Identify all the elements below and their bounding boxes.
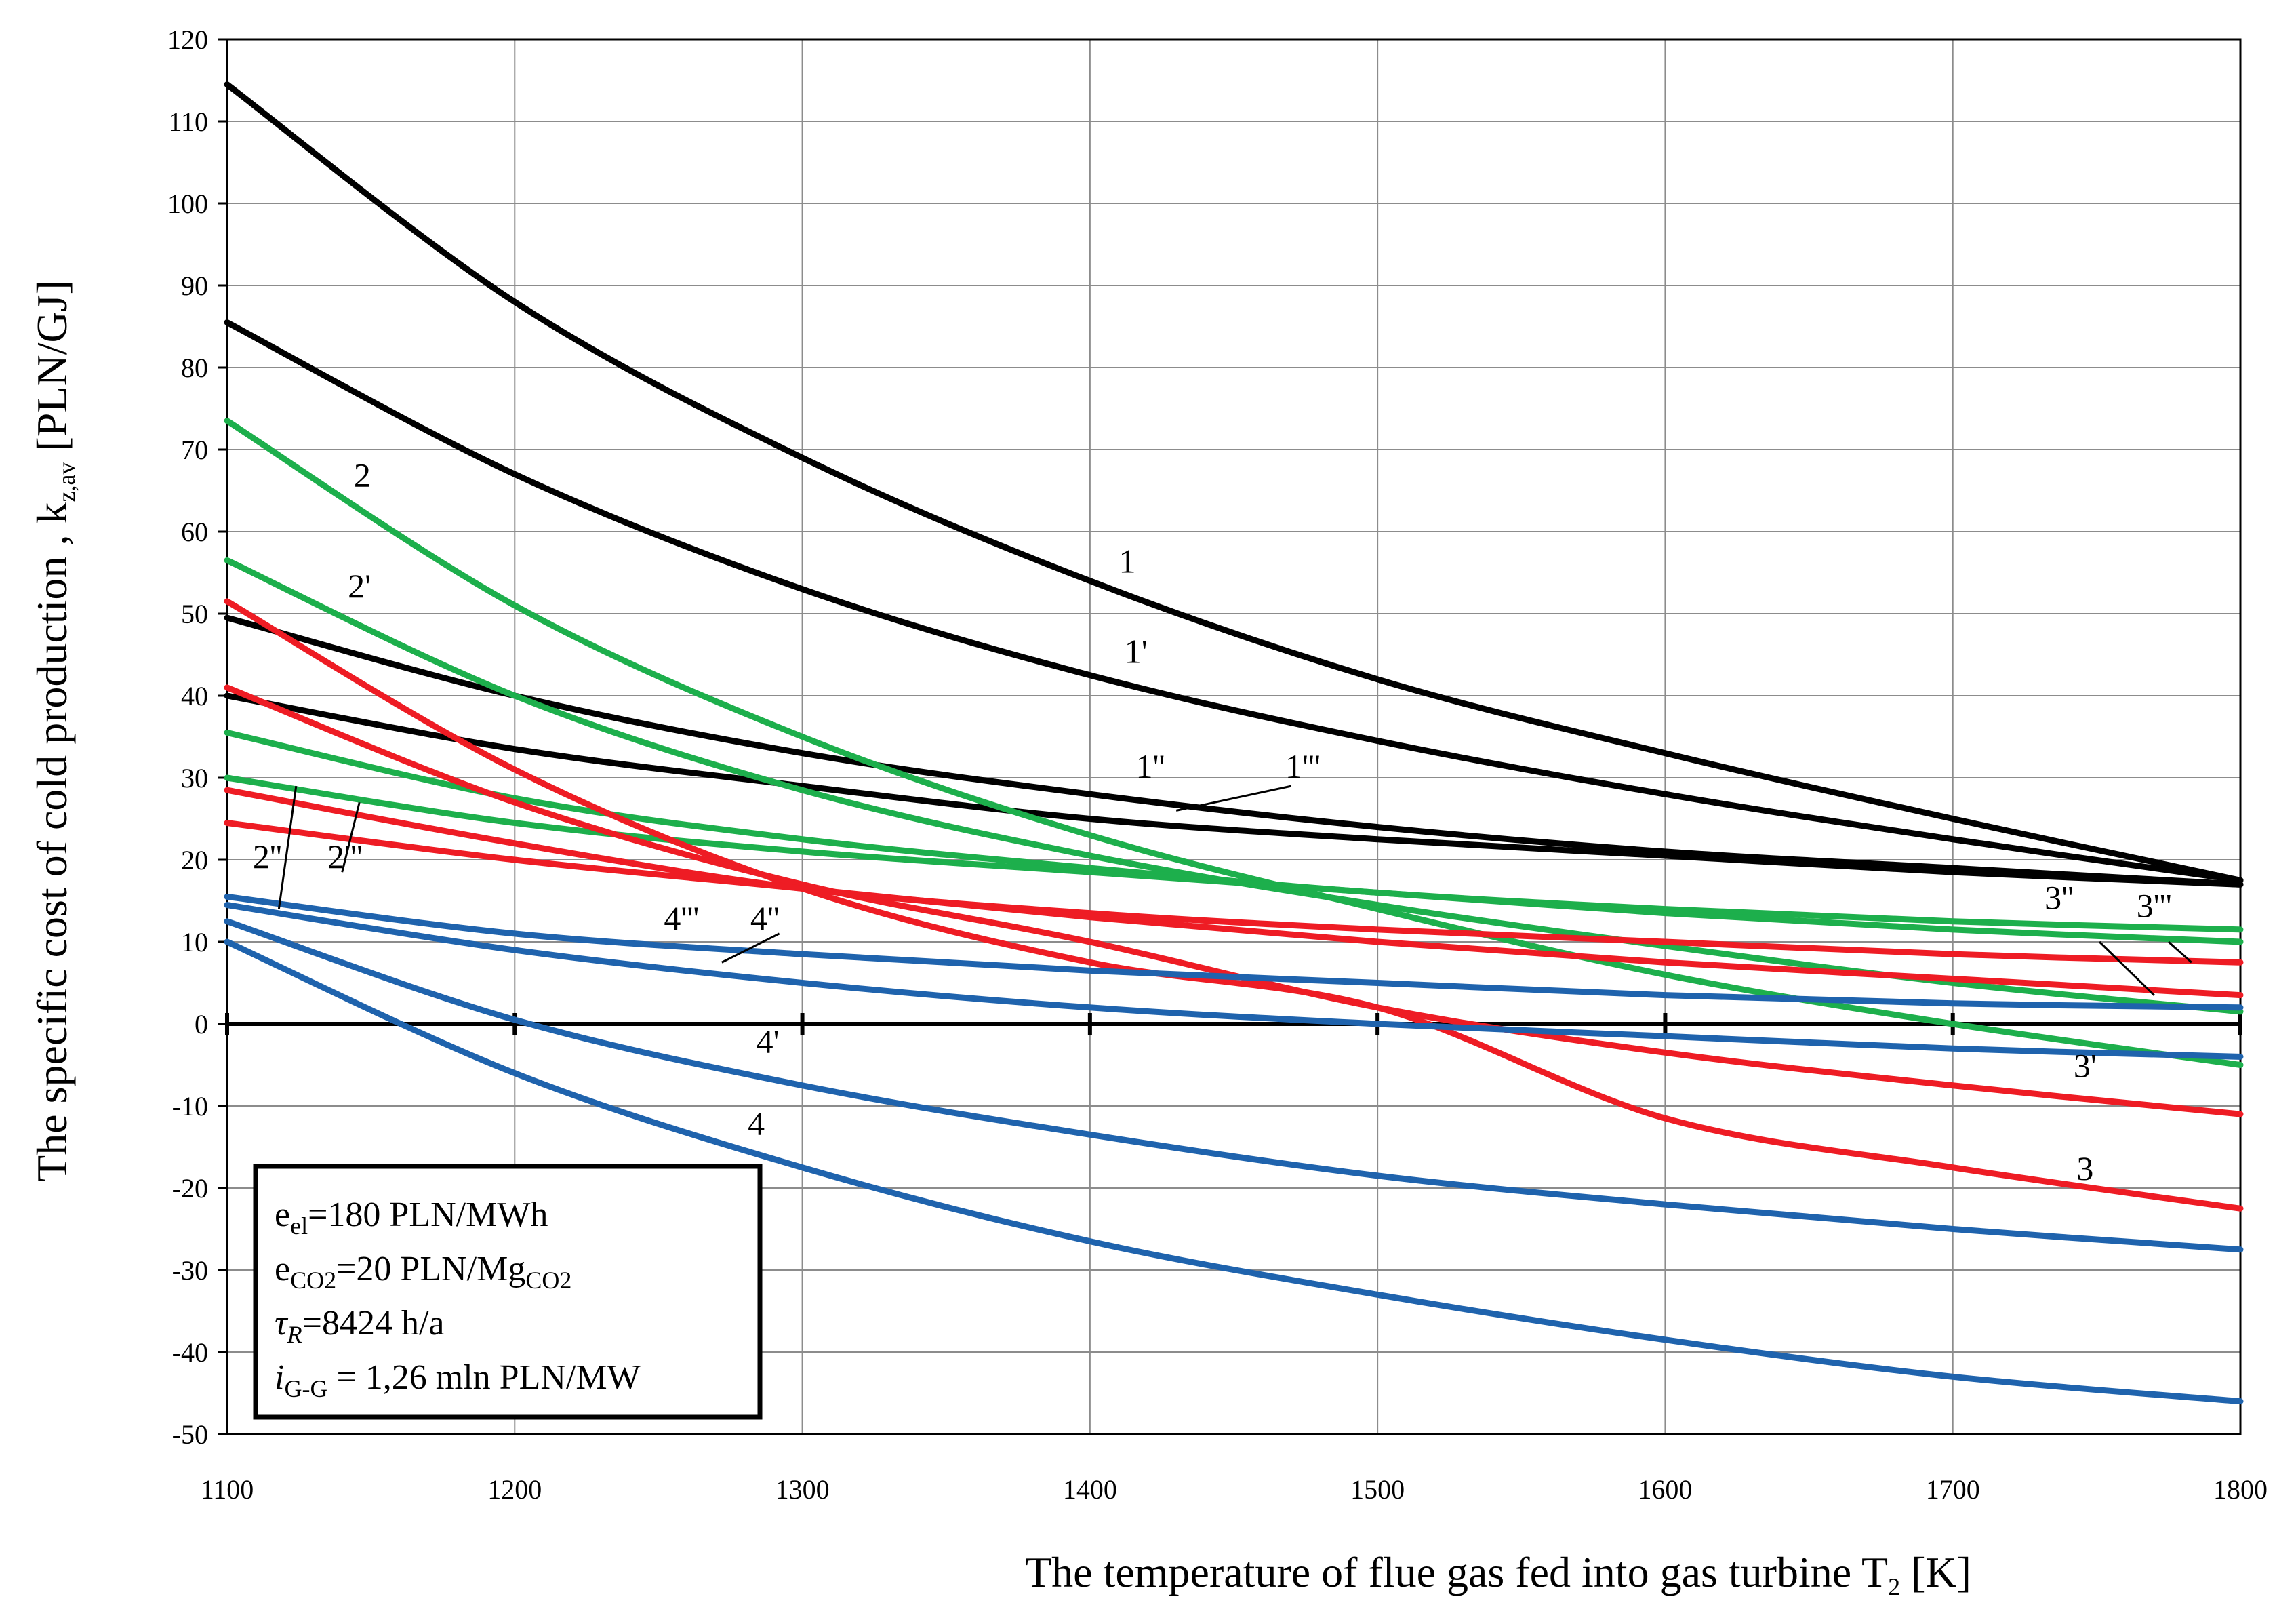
x-tick-label: 1700 bbox=[1926, 1474, 1980, 1505]
param-tau-r: τR=8424 h/a bbox=[275, 1304, 444, 1348]
y-tick-label: 80 bbox=[181, 353, 208, 383]
param-e-el: eel=180 PLN/MWh bbox=[275, 1195, 548, 1240]
series-line-4p bbox=[224, 918, 2244, 1253]
x-axis: 1100 1200 1300 1400 1500 1600 1700 1800 bbox=[201, 1474, 2268, 1505]
leader-line bbox=[277, 785, 298, 909]
series-group bbox=[224, 81, 2244, 1405]
y-tick-label: 20 bbox=[181, 845, 208, 875]
y-tick-label: 50 bbox=[181, 599, 208, 629]
y-tick-label: 10 bbox=[181, 927, 208, 957]
y-tick-label: 30 bbox=[181, 763, 208, 793]
y-tick-label: 70 bbox=[181, 435, 208, 465]
series-line-3ppp bbox=[224, 820, 2244, 999]
curve-label: 3'' bbox=[2045, 879, 2074, 917]
series-line-1 bbox=[224, 81, 2244, 884]
y-tick-label: -20 bbox=[172, 1173, 208, 1204]
series-line-4 bbox=[224, 938, 2244, 1405]
series-line-4ppp bbox=[224, 893, 2244, 1011]
x-tick-label: 1300 bbox=[776, 1474, 830, 1505]
y-tick-label: 120 bbox=[167, 24, 208, 55]
y-tick-label: -30 bbox=[172, 1255, 208, 1286]
curve-label: 2'' bbox=[253, 837, 282, 875]
leader-line bbox=[341, 801, 361, 873]
leader-line bbox=[2167, 940, 2192, 964]
x-axis-title: The temperature of flue gas fed into gas… bbox=[1025, 1548, 1971, 1600]
x-tick-label: 1200 bbox=[487, 1474, 542, 1505]
x-tick-label: 1100 bbox=[201, 1474, 254, 1505]
curve-label: 4 bbox=[748, 1104, 765, 1142]
series-line-4pp bbox=[224, 902, 2244, 1060]
y-axis: -50 -40 -30 -20 -10 0 10 20 30 40 50 60 70 80 90 100 110… bbox=[167, 24, 227, 1450]
y-tick-label: 60 bbox=[181, 517, 208, 547]
y-tick-label: 40 bbox=[181, 681, 208, 711]
curve-label: 2 bbox=[354, 456, 371, 494]
leader-line bbox=[2099, 940, 2155, 996]
series-line-2ppp bbox=[224, 774, 2244, 945]
y-tick-label: -10 bbox=[172, 1091, 208, 1122]
y-axis-title: The specific cost of cold production , k… bbox=[28, 280, 80, 1182]
curve-label: 3' bbox=[2074, 1047, 2097, 1085]
leader-line bbox=[721, 932, 780, 964]
y-tick-label: 90 bbox=[181, 271, 208, 301]
leader-lines bbox=[277, 785, 2192, 996]
param-e-co2: eCO2=20 PLN/MgCO2 bbox=[275, 1250, 571, 1294]
curve-label: 3 bbox=[2076, 1149, 2093, 1187]
curve-label: 4'' bbox=[750, 899, 780, 937]
x-tick-label: 1500 bbox=[1350, 1474, 1405, 1505]
series-line-1p bbox=[224, 319, 2244, 884]
series-line-2 bbox=[224, 418, 2244, 1068]
x-tick-label: 1400 bbox=[1063, 1474, 1117, 1505]
x-tick-label: 1800 bbox=[2213, 1474, 2268, 1505]
curve-label: 4''' bbox=[664, 899, 699, 937]
y-tick-label: -50 bbox=[172, 1419, 208, 1450]
series-line-2p bbox=[224, 557, 2244, 1015]
parameter-box-frame bbox=[253, 1164, 763, 1420]
curve-labels: 1 1' 1'' 1''' 2 2' 2'' 2''' 3 3' 3'' 3''' 4 4' 4'' 4''' bbox=[253, 456, 2172, 1187]
curve-label: 1''' bbox=[1285, 747, 1321, 785]
y-tick-label: 0 bbox=[195, 1009, 208, 1039]
curve-label: 1'' bbox=[1135, 747, 1165, 785]
param-i-gg: iG-G = 1,26 mln PLN/MW bbox=[275, 1358, 641, 1402]
series-line-1pp bbox=[224, 614, 2244, 888]
y-tick-label: -40 bbox=[172, 1337, 208, 1368]
series-line-3p bbox=[224, 684, 2244, 1117]
leader-line bbox=[1175, 785, 1292, 812]
curve-label: 2''' bbox=[327, 837, 363, 875]
parameter-box: eel=180 PLN/MWh eCO2=20 PLN/MgCO2 τR=842… bbox=[253, 1164, 763, 1420]
curve-label: 4' bbox=[757, 1022, 780, 1060]
y-tick-label: 110 bbox=[168, 106, 208, 137]
x-tick-label: 1600 bbox=[1638, 1474, 1692, 1505]
curve-label: 2' bbox=[348, 567, 371, 605]
series-line-3pp bbox=[224, 787, 2244, 966]
series-line-1ppp bbox=[224, 692, 2244, 888]
plot-frame bbox=[226, 38, 2242, 1435]
curve-label: 1 bbox=[1119, 542, 1136, 580]
series-line-3 bbox=[224, 598, 2244, 1212]
curve-label: 3''' bbox=[2137, 887, 2172, 925]
curve-label: 1' bbox=[1125, 633, 1148, 671]
y-tick-label: 100 bbox=[167, 189, 208, 219]
